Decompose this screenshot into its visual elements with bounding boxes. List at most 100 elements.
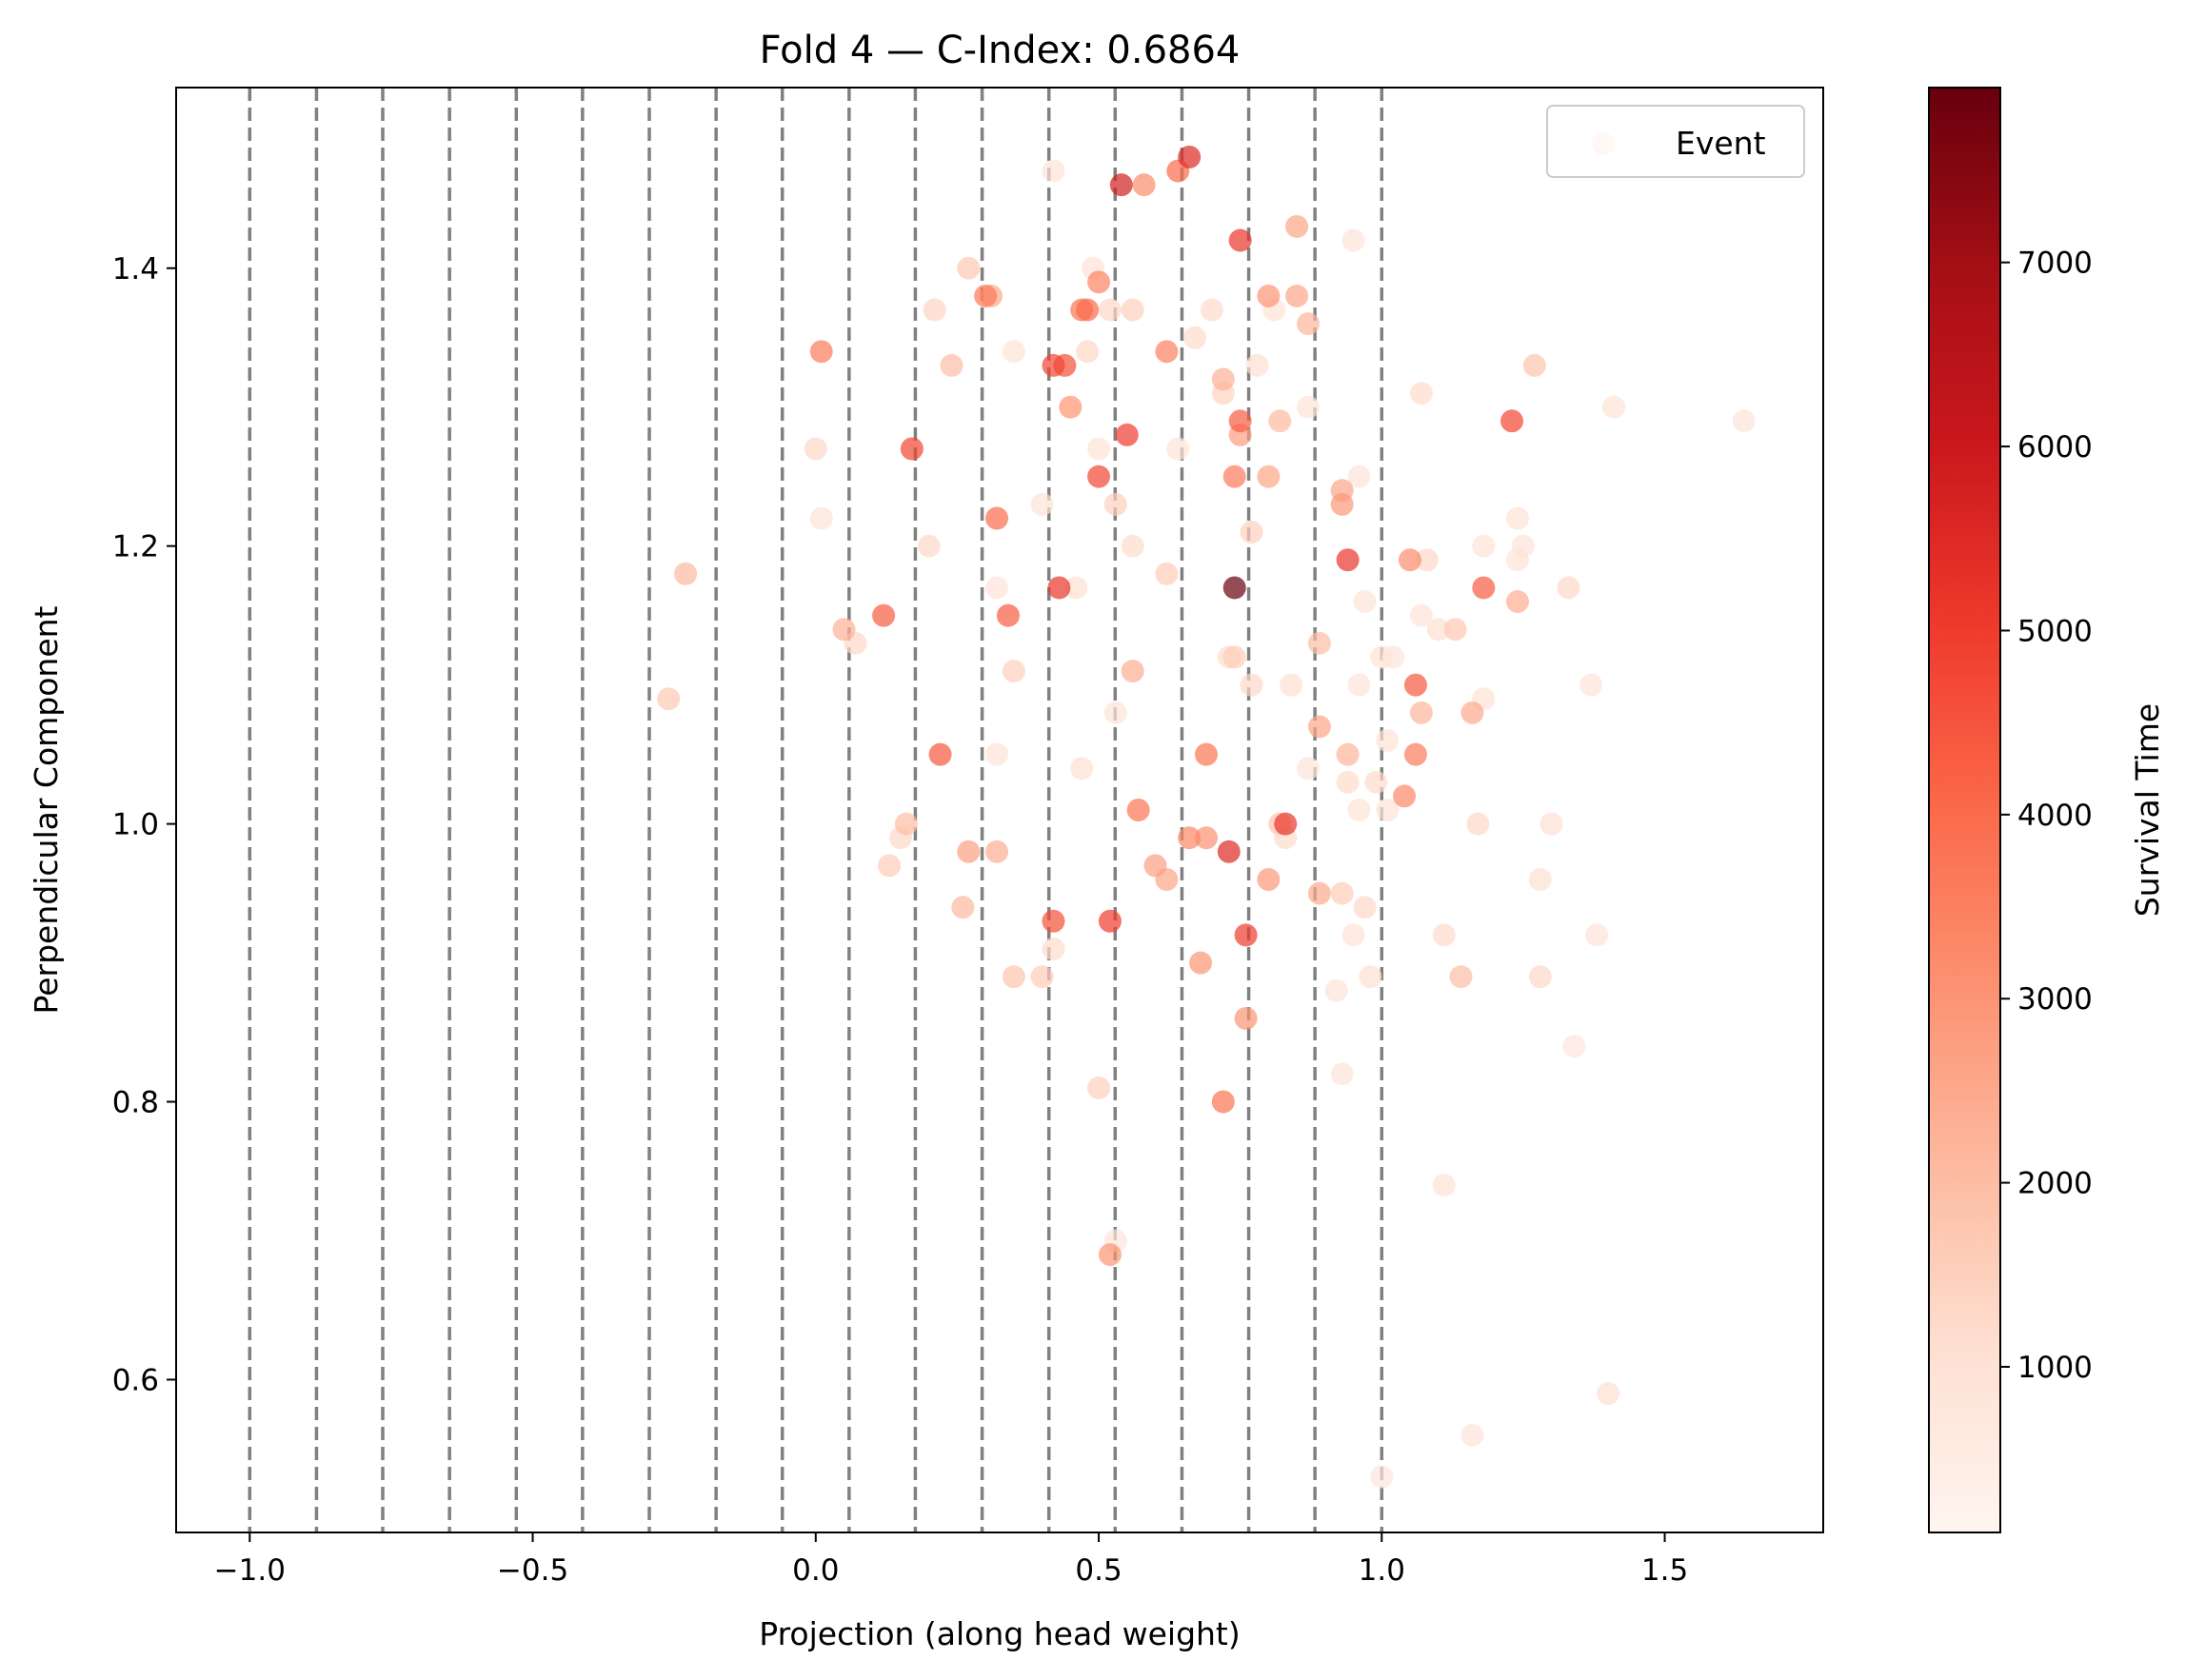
data-point [1528, 965, 1552, 989]
data-point [1103, 701, 1127, 724]
data-point [1403, 673, 1427, 697]
data-point [1234, 923, 1258, 947]
data-point [1042, 353, 1065, 377]
y-axis-ticks: 0.6 0.8 1.0 1.2 1.4 [112, 252, 176, 1397]
data-point [1121, 534, 1144, 558]
data-point [1222, 464, 1246, 488]
data-point [923, 298, 946, 322]
data-point [1280, 673, 1303, 697]
data-point [1285, 284, 1309, 307]
data-point [832, 618, 856, 642]
data-point [1194, 742, 1218, 766]
data-point [1370, 1465, 1394, 1489]
data-point [1307, 881, 1331, 905]
data-point [985, 840, 1009, 863]
data-points [657, 145, 1756, 1489]
data-point [1347, 799, 1371, 821]
data-point [996, 603, 1020, 627]
data-point [1297, 312, 1321, 336]
data-point [985, 506, 1009, 530]
data-point [1245, 353, 1269, 377]
data-point [1166, 437, 1190, 461]
data-point [1098, 298, 1122, 322]
data-point [1466, 812, 1490, 836]
data-point [1522, 353, 1546, 377]
data-point [1200, 298, 1223, 322]
y-tick-label: 1.0 [112, 808, 159, 842]
data-point [1240, 673, 1263, 697]
colorbar-tick-label: 6000 [2017, 430, 2093, 464]
data-point [1087, 270, 1111, 294]
data-point [1364, 770, 1388, 794]
data-point [1426, 618, 1450, 642]
data-point [1076, 298, 1100, 322]
data-point [1042, 159, 1065, 183]
plot-frame [175, 87, 1824, 1533]
data-point [674, 562, 698, 585]
data-point [1178, 826, 1202, 850]
data-point [804, 437, 827, 461]
data-point [1257, 464, 1281, 488]
data-point [985, 576, 1009, 600]
data-point [1505, 506, 1529, 530]
data-point [957, 840, 981, 863]
x-axis-label: Projection (along head weight) [759, 1615, 1241, 1652]
colorbar-tick-label: 4000 [2017, 799, 2093, 833]
data-point [1307, 631, 1331, 655]
data-point [1597, 1382, 1620, 1406]
colorbar-label: Survival Time [2129, 703, 2166, 917]
data-point [657, 687, 681, 711]
legend-marker [1592, 132, 1615, 155]
data-point [1064, 576, 1088, 600]
data-point [1194, 826, 1218, 850]
data-point [1222, 576, 1246, 600]
data-point [1460, 701, 1484, 724]
data-point [1732, 409, 1756, 433]
data-point [1341, 228, 1365, 252]
data-point [809, 340, 833, 364]
data-point [1211, 367, 1235, 391]
data-point [1285, 214, 1309, 238]
x-axis-ticks: −1.0 −0.5 0.0 0.5 1.0 1.5 [214, 1532, 1688, 1588]
y-tick-label: 1.2 [112, 530, 159, 564]
data-point [1336, 742, 1360, 766]
data-point [1370, 645, 1394, 669]
data-point [1268, 409, 1292, 433]
data-point [940, 353, 963, 377]
legend-label-event: Event [1676, 125, 1766, 162]
data-point [1585, 923, 1609, 947]
data-point [1393, 784, 1417, 808]
data-point [1409, 382, 1433, 405]
x-tick-label: 0.5 [1075, 1553, 1122, 1588]
data-point [1047, 576, 1071, 600]
data-point [957, 256, 981, 280]
data-point [1472, 534, 1496, 558]
data-point [1409, 701, 1433, 724]
data-point [1087, 1076, 1111, 1099]
data-point [1341, 923, 1365, 947]
y-tick-label: 0.8 [112, 1086, 159, 1120]
colorbar-tick-label: 2000 [2017, 1167, 2093, 1201]
colorbar-tick-label: 7000 [2017, 247, 2093, 281]
data-point [1579, 673, 1603, 697]
legend: Event [1546, 105, 1805, 178]
y-tick-label: 1.4 [112, 252, 159, 287]
data-point [1240, 521, 1263, 544]
data-point [1415, 548, 1439, 572]
data-point [1505, 590, 1529, 614]
x-tick-label: −1.0 [214, 1553, 286, 1588]
data-point [1409, 603, 1433, 627]
y-tick-label: 0.6 [112, 1363, 159, 1397]
colorbar-tick-label: 3000 [2017, 982, 2093, 1017]
data-point [1562, 1035, 1586, 1058]
data-point [1143, 854, 1167, 878]
data-point [900, 437, 924, 461]
data-point [1399, 548, 1422, 572]
data-point [1353, 590, 1377, 614]
x-tick-label: 1.0 [1359, 1553, 1405, 1588]
colorbar-ticks: 1000 2000 3000 4000 5000 6000 7000 [2000, 247, 2093, 1385]
data-point [1217, 840, 1241, 863]
data-point [1472, 576, 1496, 600]
data-point [1098, 1243, 1122, 1267]
